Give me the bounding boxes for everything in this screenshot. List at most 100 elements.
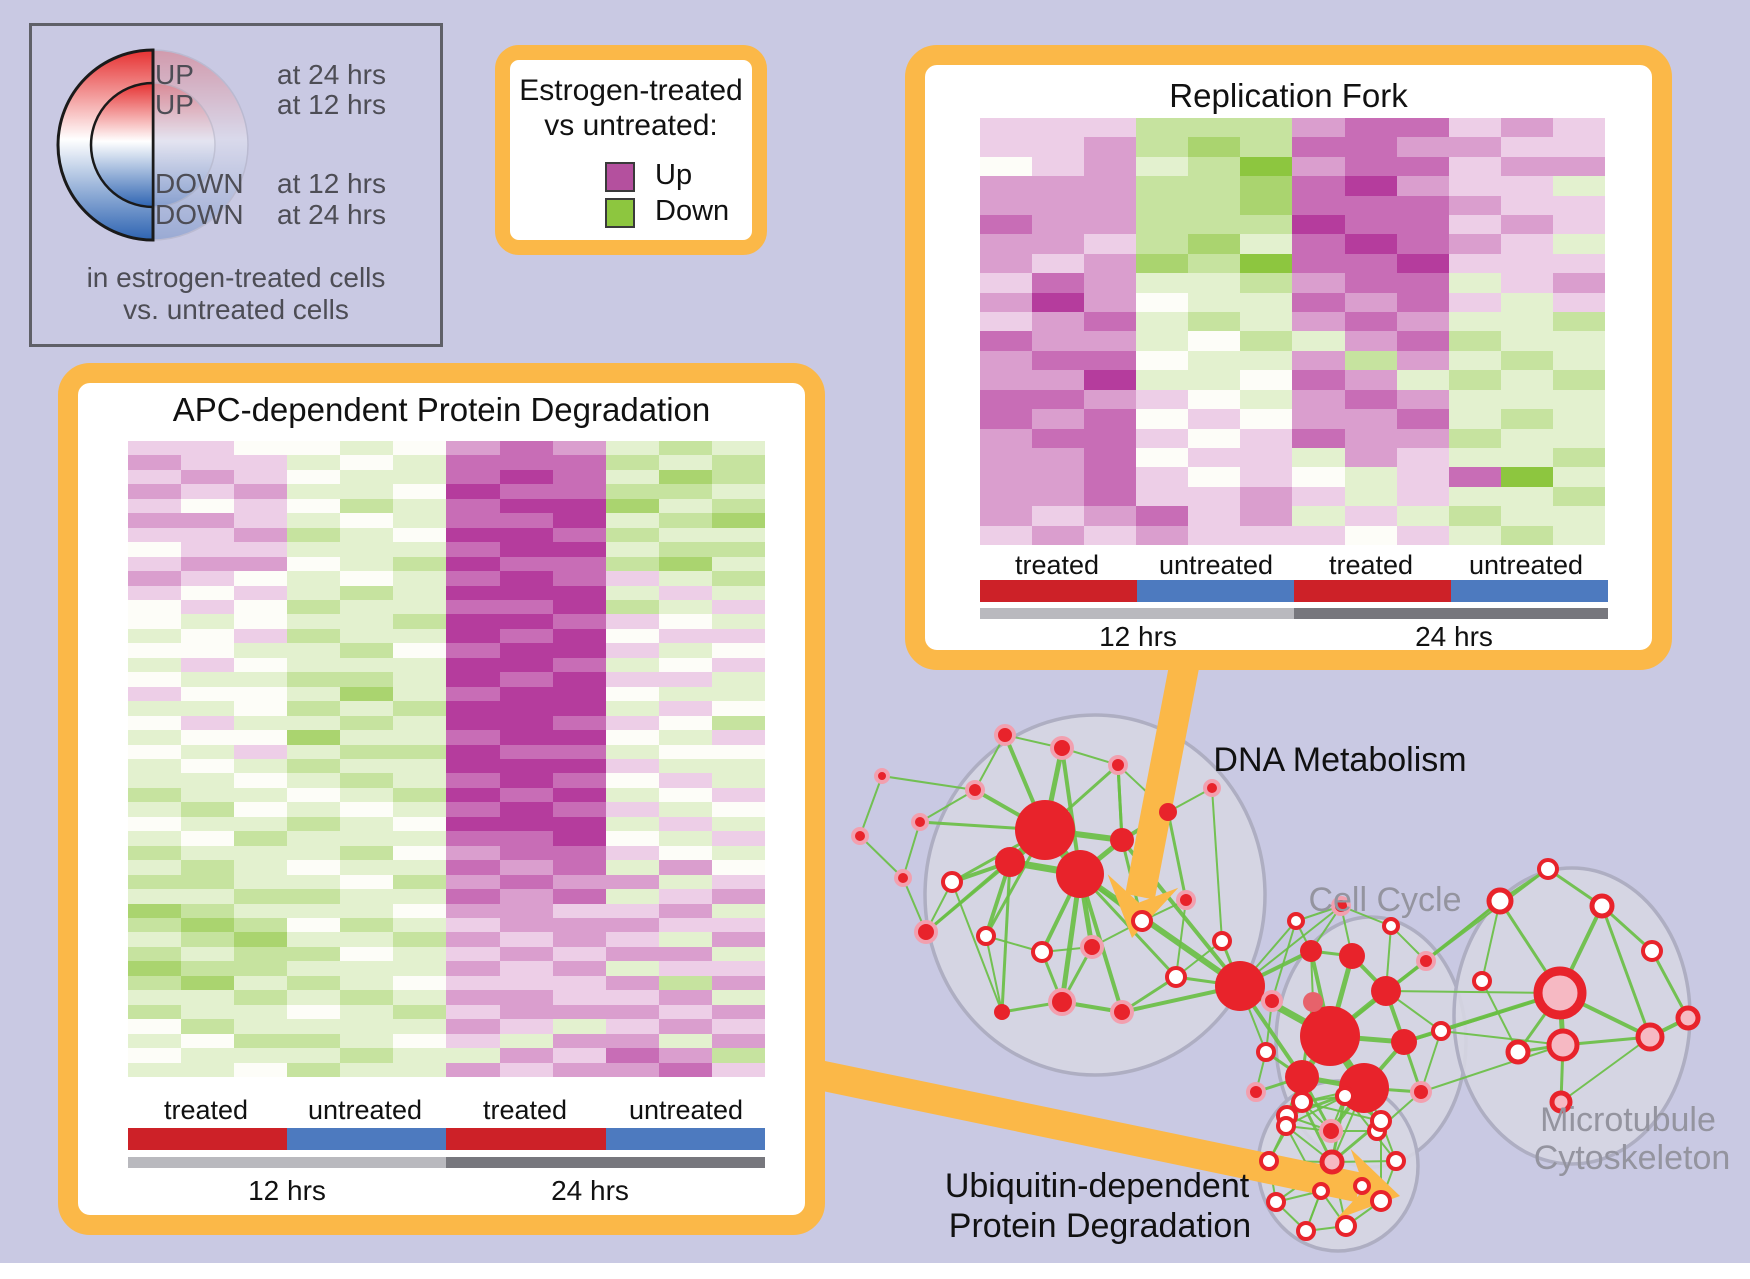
heatmap-cell [393, 1062, 447, 1077]
heatmap-cell [128, 773, 182, 788]
heatmap-cell [1552, 447, 1605, 468]
color-key-title-line2: vs untreated: [544, 109, 718, 142]
network-node [1386, 1151, 1406, 1171]
heatmap-cell [552, 484, 606, 499]
heatmap-cell [1344, 389, 1397, 410]
heatmap-cell [446, 571, 500, 586]
heatmap-cell [1032, 486, 1085, 507]
heatmap-cell [234, 455, 288, 470]
heatmap-cell [1396, 428, 1449, 448]
heatmap-cell [605, 961, 659, 976]
heatmap-cell [340, 1033, 394, 1049]
heatmap-cell [340, 1019, 394, 1034]
network-edge [881, 775, 976, 791]
heatmap-cell [1396, 370, 1449, 390]
heatmap-cell [1552, 350, 1605, 371]
heatmap-cell [128, 643, 182, 658]
heatmap-cell [658, 585, 712, 600]
heatmap-cell [499, 643, 553, 658]
heatmap-cell [234, 585, 288, 600]
heatmap-cell [181, 672, 235, 687]
network-cluster-label: Ubiquitin-dependent [945, 1167, 1250, 1205]
network-node [1176, 890, 1196, 910]
heatmap-cell [1188, 156, 1241, 177]
heatmap-cell [658, 961, 712, 976]
heatmap-cell [552, 1048, 606, 1063]
heatmap-cell [605, 628, 659, 644]
heatmap-cell [287, 845, 341, 861]
heatmap-cell [340, 990, 394, 1005]
heatmap-cell [287, 715, 341, 731]
heatmap-cell [711, 1004, 765, 1020]
heatmap-cell [1136, 467, 1189, 487]
heatmap-cell [499, 903, 553, 918]
heatmap-cell [340, 874, 394, 890]
bottom-white-strip [0, 1263, 1750, 1279]
legend-caption-line1: in estrogen-treated cells [86, 262, 386, 293]
heatmap-cell [287, 701, 341, 716]
connector-arrow-head [1107, 874, 1179, 938]
heatmap-cell [1448, 253, 1501, 274]
heatmap-cell [1032, 215, 1085, 235]
heatmap-cell [393, 874, 447, 890]
heatmap-cell [1344, 409, 1397, 429]
heatmap-cell [1032, 506, 1085, 526]
network-node [965, 780, 985, 800]
heatmap-cell [605, 1004, 659, 1020]
inner-circle-left-half [89, 81, 155, 209]
heatmap-cell [393, 816, 447, 832]
heatmap-cell [1344, 215, 1397, 235]
heatmap-cell [1292, 389, 1345, 410]
heatmap-cell [234, 773, 288, 788]
heatmap-cell [181, 932, 235, 947]
network-node [994, 724, 1016, 746]
heatmap-cell [181, 1062, 235, 1077]
heatmap-cell [446, 1033, 500, 1049]
heatmap-cell [446, 831, 500, 846]
heatmap-cell [499, 1019, 553, 1034]
heatmap-cell [128, 469, 182, 485]
heatmap-cell [340, 556, 394, 572]
heatmap-cell [181, 469, 235, 485]
heatmap-cell [711, 816, 765, 832]
heatmap-cell [234, 802, 288, 817]
heatmap-cell [446, 932, 500, 947]
heatmap-cell [1552, 292, 1605, 313]
heatmap-cell [1344, 176, 1397, 196]
heatmap-cell [393, 455, 447, 470]
heatmap-cell [552, 787, 606, 803]
heatmap-cell [234, 758, 288, 774]
heatmap-cell [1552, 215, 1605, 235]
heatmap-cell [1292, 137, 1345, 157]
heatmap-cell [605, 932, 659, 947]
heatmap-cell [234, 498, 288, 514]
heatmap-cell [1240, 312, 1293, 332]
heatmap-cell [1240, 234, 1293, 254]
heatmap-cell [1396, 118, 1449, 138]
heatmap-cell [658, 903, 712, 918]
heatmap-cell [711, 744, 765, 759]
heatmap-cell [552, 643, 606, 658]
heatmap-cell [499, 975, 553, 991]
heatmap-cell [1344, 253, 1397, 274]
network-edge [919, 789, 976, 823]
heatmap-cell [552, 556, 606, 572]
heatmap-cell [552, 628, 606, 644]
heatmap-cell [128, 599, 182, 615]
heatmap-cell [1552, 486, 1605, 507]
heatmap-cell [393, 831, 447, 846]
heatmap-cell [446, 614, 500, 629]
heatmap-cell [181, 441, 235, 456]
heatmap-cell [499, 614, 553, 629]
heatmap-cell [658, 701, 712, 716]
heatmap-cell [393, 715, 447, 731]
heatmap-cell [658, 1004, 712, 1020]
heatmap-cell [287, 730, 341, 745]
heatmap-cell [446, 1004, 500, 1020]
heatmap-cell [1292, 525, 1345, 545]
heatmap-cell [393, 758, 447, 774]
heatmap-cell [234, 1062, 288, 1077]
heatmap-cell [393, 513, 447, 528]
heatmap-cell [393, 1033, 447, 1049]
